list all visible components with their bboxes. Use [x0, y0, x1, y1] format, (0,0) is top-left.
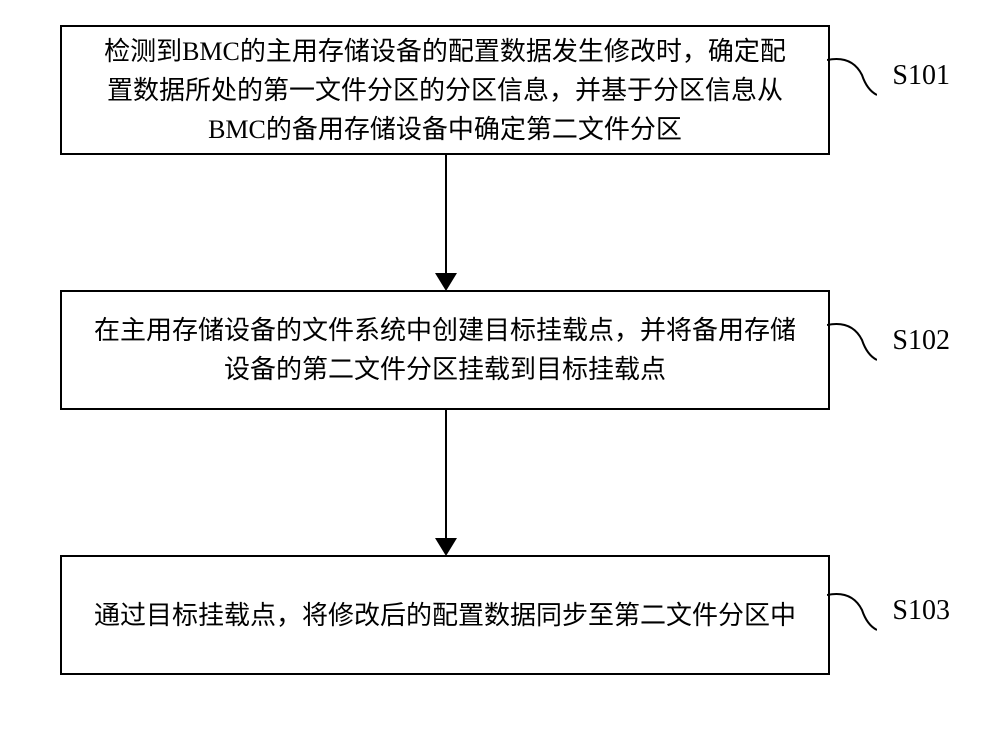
step-label-s103: S103: [892, 595, 950, 627]
step-box-s101: 检测到BMC的主用存储设备的配置数据发生修改时，确定配置数据所处的第一文件分区的…: [60, 25, 830, 155]
step-text: 检测到BMC的主用存储设备的配置数据发生修改时，确定配置数据所处的第一文件分区的…: [92, 32, 798, 149]
connector-curve-s102: [827, 320, 877, 365]
connector-curve-s101: [827, 55, 877, 100]
step-text: 在主用存储设备的文件系统中创建目标挂载点，并将备用存储设备的第二文件分区挂载到目…: [92, 311, 798, 389]
step-box-s103: 通过目标挂载点，将修改后的配置数据同步至第二文件分区中: [60, 555, 830, 675]
arrow-line-2: [445, 410, 447, 540]
arrow-head-1: [435, 273, 457, 291]
step-label-s101: S101: [892, 60, 950, 92]
step-text: 通过目标挂载点，将修改后的配置数据同步至第二文件分区中: [94, 596, 796, 635]
step-label-s102: S102: [892, 325, 950, 357]
arrow-head-2: [435, 538, 457, 556]
step-box-s102: 在主用存储设备的文件系统中创建目标挂载点，并将备用存储设备的第二文件分区挂载到目…: [60, 290, 830, 410]
flowchart-container: 检测到BMC的主用存储设备的配置数据发生修改时，确定配置数据所处的第一文件分区的…: [0, 0, 1000, 729]
connector-curve-s103: [827, 590, 877, 635]
arrow-line-1: [445, 155, 447, 275]
